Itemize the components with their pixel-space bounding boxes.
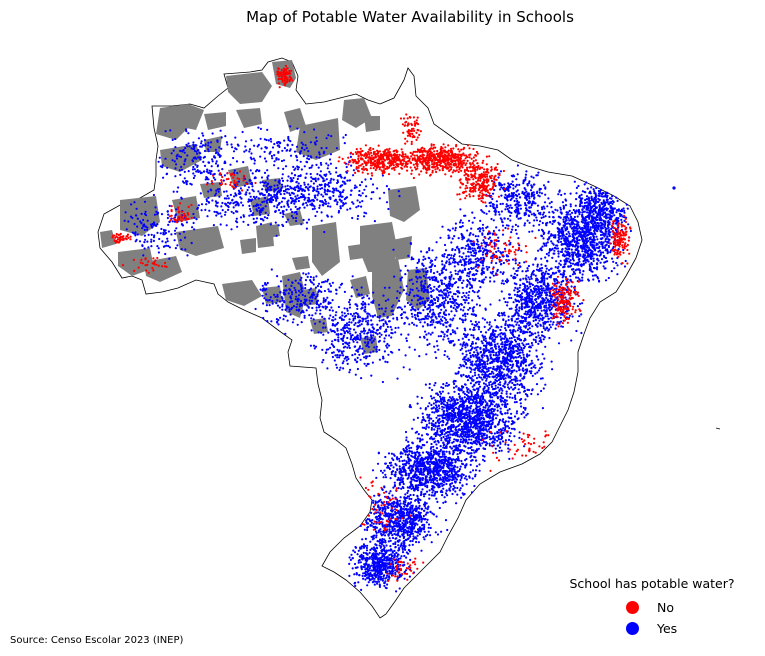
legend-label-yes: Yes [657,621,678,636]
legend-swatch-yes [626,622,639,635]
legend-label-no: No [657,600,674,615]
island-outline [715,427,721,430]
legend: School has potable water? No Yes [552,576,752,639]
schools-with-potable-water [123,125,676,593]
legend-title: School has potable water? [569,576,735,591]
protected-areas [100,60,430,354]
legend-swatch-no [626,601,639,614]
map-title: Map of Potable Water Availability in Sch… [246,8,574,26]
legend-item-yes: Yes [626,618,752,639]
source-note: Source: Censo Escolar 2023 (INEP) [10,635,184,646]
legend-item-no: No [626,597,752,618]
schools-without-potable-water [111,64,632,583]
